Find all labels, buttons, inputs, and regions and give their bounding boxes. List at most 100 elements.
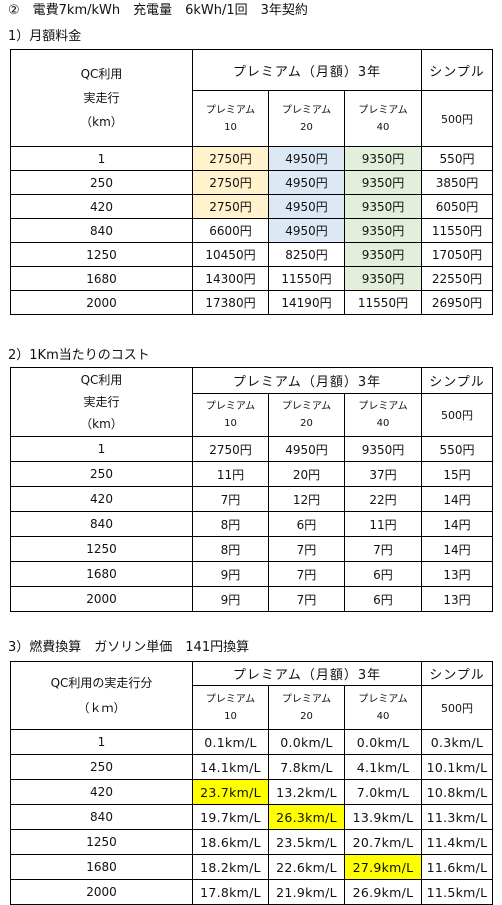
value-cell: 13円 [421, 586, 493, 612]
km-cell: 1250 [10, 829, 193, 855]
value-cell: 13円 [421, 561, 493, 587]
value-cell: 22円 [344, 486, 422, 512]
value-cell: 14.1km/L [192, 754, 269, 780]
value-cell: 17050円 [421, 242, 493, 267]
km-cell: 1 [10, 436, 193, 462]
table-row: 1680 18.2km/L 22.6km/L 27.9km/L 11.6km/L [10, 854, 493, 880]
km-cell: 1 [10, 146, 193, 171]
table-row: 1250 8円 7円 7円 14円 [10, 536, 493, 562]
value-cell: 11円 [344, 511, 422, 537]
table-row: 1 2750円 4950円 9350円 550円 [10, 146, 493, 171]
km-cell: 1250 [10, 536, 193, 562]
value-cell: 7.8km/L [268, 754, 345, 780]
table-row: 420 23.7km/L 13.2km/L 7.0km/L 10.8km/L [10, 779, 493, 805]
table-row: 2000 17380円 14190円 11550円 26950円 [10, 290, 493, 315]
value-cell: 4950円 [268, 436, 345, 462]
value-cell: 4950円 [268, 170, 345, 195]
value-cell: 14190円 [268, 290, 345, 315]
value-cell: 17.8km/L [192, 879, 269, 905]
sub-header-simple: 500円 [421, 90, 493, 147]
value-cell: 4950円 [268, 194, 345, 219]
value-cell: 0.3km/L [421, 729, 493, 755]
value-cell: 0.0km/L [268, 729, 345, 755]
value-cell: 20.7km/L [344, 829, 422, 855]
section2-heading: 2）1Km当たりのコスト [8, 348, 150, 363]
value-cell: 7円 [344, 536, 422, 562]
table-row: 2000 9円 7円 6円 13円 [10, 586, 493, 612]
value-cell: 2750円 [192, 194, 269, 219]
value-cell: 14300円 [192, 266, 269, 291]
km-cell: 250 [10, 754, 193, 780]
value-cell: 7円 [268, 586, 345, 612]
row-header-cell: QC利用 実走行 （km） [10, 49, 193, 147]
table-row: 1 0.1km/L 0.0km/L 0.0km/L 0.3km/L [10, 729, 493, 755]
value-cell: 7.0km/L [344, 779, 422, 805]
table-row: 840 6600円 4950円 9350円 11550円 [10, 218, 493, 243]
premium-header: プレミアム（月額）3年 [192, 661, 422, 686]
km-cell: 250 [10, 461, 193, 487]
table-row: 250 2750円 4950円 9350円 3850円 [10, 170, 493, 195]
value-cell: 9350円 [344, 218, 422, 243]
sub-header-premium40: プレミアム 40 [344, 90, 422, 147]
sub-header-premium20: プレミアム 20 [268, 685, 345, 730]
table-row: 1250 10450円 8250円 9350円 17050円 [10, 242, 493, 267]
premium-header: プレミアム（月額）3年 [192, 367, 422, 394]
value-cell: 12円 [268, 486, 345, 512]
value-cell: 20円 [268, 461, 345, 487]
fuel-economy-table: QC利用の実走行分 （ｋｍ） プレミアム（月額）3年 シンプル プレミアム 10 … [10, 661, 493, 905]
row-header-cell: QC利用 実走行 （km） [10, 367, 193, 437]
value-cell: 6600円 [192, 218, 269, 243]
value-cell: 7円 [268, 561, 345, 587]
value-cell: 11.3km/L [421, 804, 493, 830]
table-row: 1 2750円 4950円 9350円 550円 [10, 436, 493, 462]
km-cell: 420 [10, 194, 193, 219]
value-cell: 26.9km/L [344, 879, 422, 905]
value-cell: 8250円 [268, 242, 345, 267]
value-cell: 9350円 [344, 146, 422, 171]
sub-header-premium10: プレミアム 10 [192, 393, 269, 437]
value-cell: 26950円 [421, 290, 493, 315]
value-cell: 17380円 [192, 290, 269, 315]
value-cell: 11.5km/L [421, 879, 493, 905]
km-cell: 2000 [10, 879, 193, 905]
km-cell: 1680 [10, 854, 193, 880]
value-cell: 6円 [344, 561, 422, 587]
km-cell: 420 [10, 779, 193, 805]
document-title: ② 電費7km/kWh 充電量 6kWh/1回 3年契約 [8, 3, 308, 18]
km-cell: 1680 [10, 561, 193, 587]
value-cell: 13.2km/L [268, 779, 345, 805]
value-cell: 9350円 [344, 266, 422, 291]
value-cell: 9円 [192, 586, 269, 612]
km-cell: 2000 [10, 290, 193, 315]
table-row: 250 11円 20円 37円 15円 [10, 461, 493, 487]
value-cell: 10450円 [192, 242, 269, 267]
cost-per-km-table: QC利用 実走行 （km） プレミアム（月額）3年 シンプル プレミアム 10 プ… [10, 367, 493, 612]
premium-header: プレミアム（月額）3年 [192, 49, 422, 91]
value-cell: 0.1km/L [192, 729, 269, 755]
km-cell: 840 [10, 511, 193, 537]
value-cell: 6円 [268, 511, 345, 537]
km-cell: 2000 [10, 586, 193, 612]
table-row: 840 8円 6円 11円 14円 [10, 511, 493, 537]
sub-header-premium20: プレミアム 20 [268, 393, 345, 437]
table-row: 1680 9円 7円 6円 13円 [10, 561, 493, 587]
value-cell: 7円 [192, 486, 269, 512]
value-cell: 14円 [421, 536, 493, 562]
value-cell: 9350円 [344, 436, 422, 462]
sub-header-simple: 500円 [421, 685, 493, 730]
value-cell: 15円 [421, 461, 493, 487]
value-cell: 8円 [192, 536, 269, 562]
table-row: 420 7円 12円 22円 14円 [10, 486, 493, 512]
simple-header: シンプル [421, 367, 493, 394]
value-cell: 10.1km/L [421, 754, 493, 780]
value-cell: 2750円 [192, 436, 269, 462]
value-cell: 18.2km/L [192, 854, 269, 880]
value-cell: 4950円 [268, 218, 345, 243]
value-cell: 11.6km/L [421, 854, 493, 880]
section3-heading: 3）燃費換算 ガソリン単価 141円換算 [8, 640, 250, 655]
highlighted-value-cell: 27.9km/L [344, 854, 422, 880]
sub-header-premium40: プレミアム 40 [344, 393, 422, 437]
highlighted-value-cell: 26.3km/L [268, 804, 345, 830]
monthly-fee-table: QC利用 実走行 （km） プレミアム（月額）3年 シンプル プレミアム 10 プ… [10, 49, 493, 315]
value-cell: 2750円 [192, 170, 269, 195]
